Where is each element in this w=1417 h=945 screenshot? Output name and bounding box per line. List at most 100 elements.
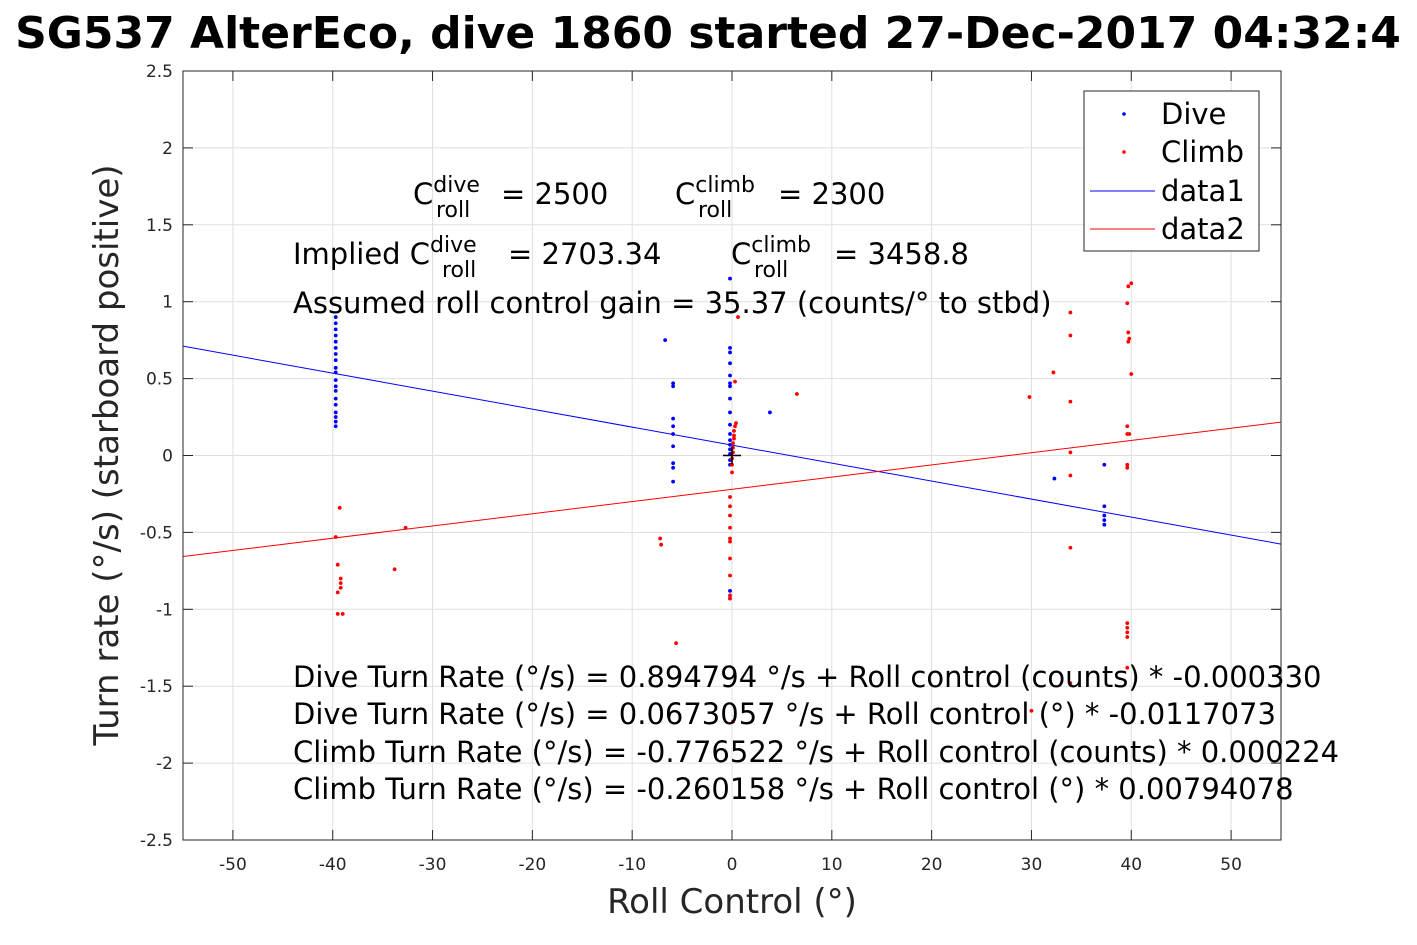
c-roll-climb-sub: roll [698,198,732,223]
climb-point [728,593,732,598]
dive-point [1102,513,1107,518]
fit-line-data2 [183,421,1281,558]
climb-point [732,436,736,441]
x-tick-label: -20 [518,855,546,875]
climb-point [728,556,732,561]
x-tick-label: -40 [319,855,347,875]
dive-point [728,422,732,427]
dive-point [333,358,338,363]
climb-point [1125,665,1130,670]
dive-point [333,327,338,332]
y-tick-labels: -2.5 -2 -1.5 -1 -0.5 0 0.5 1 1.5 2 2.5 [140,62,173,851]
climb-point [732,433,736,438]
dive-point [728,396,732,401]
fit-equation-2: Dive Turn Rate (°/s) = 0.0673057 °/s + R… [293,697,1276,731]
legend-climb-label: Climb [1161,135,1244,169]
legend-data1-label: data1 [1161,174,1245,208]
dive-point [728,345,732,350]
dive-point [768,410,772,415]
y-tick-label: 0.5 [146,370,173,390]
dive-point [333,402,338,407]
legend-data2-label: data2 [1161,212,1245,246]
dive-point [1102,518,1107,522]
climb-point [728,504,732,509]
climb-point [1129,281,1134,286]
data-points [333,276,1134,724]
climb-point [728,539,732,544]
dive-point [333,345,338,350]
climb-point [338,581,343,586]
climb-point [674,641,679,646]
climb-point [731,441,735,446]
climb-point [1027,395,1032,399]
climb-point [1125,465,1130,470]
climb-point [392,567,397,572]
dive-point [333,315,338,319]
climb-point [730,470,734,475]
c-roll-dive-text: Cdive [413,173,480,211]
climb-point [403,525,408,530]
y-tick-label: 0 [162,447,173,467]
dive-point [728,384,732,389]
climb-point [658,536,663,541]
climb-point [1125,462,1130,467]
dive-point [671,384,676,389]
dive-point [333,339,338,344]
implied-dive-sup: dive [430,233,477,258]
implied-dive-prefix: Implied C [293,237,430,271]
dive-point [333,384,338,389]
climb-point [728,525,732,530]
dive-point [728,432,732,436]
legend-dive-label: Dive [1161,97,1226,131]
legend-box [1083,90,1260,252]
x-tick-label: 20 [921,855,943,875]
legend: Dive Climb data1 data2 [1083,90,1260,252]
climb-point [1126,330,1131,335]
climb-point [1029,708,1034,713]
chart-title: SG537 AlterEco, dive 1860 started 27-Dec… [15,8,1401,59]
climb-point [1126,284,1131,289]
climb-point [728,536,732,541]
climb-point [1068,545,1073,550]
dive-point [1102,504,1107,509]
dive-point [728,381,732,386]
climb-point [728,513,732,518]
c-roll-dive-sub: roll [436,198,470,223]
climb-point [1127,336,1132,341]
implied-dive-value: = 2703.34 [508,237,661,271]
climb-point [1068,450,1073,455]
dive-point [671,465,676,470]
c-roll-dive-prefix: C [413,177,433,211]
y-tick-label: 2 [162,139,173,159]
climb-point [338,576,343,581]
c-roll-climb-prefix: C [675,177,695,211]
c-roll-climb-value: = 2300 [778,177,885,211]
fit-equation-3: Climb Turn Rate (°/s) = -0.776522 °/s + … [293,735,1339,769]
climb-point [335,612,340,616]
y-tick-label: 2.5 [146,62,173,82]
climb-point [333,535,338,539]
dive-point [333,370,338,375]
dive-point [333,389,338,393]
fit-lines [183,345,1281,558]
climb-point [728,596,732,601]
c-roll-dive-sup: dive [433,173,480,198]
implied-climb-sub: roll [754,258,788,283]
dive-point [333,333,338,338]
climb-point [728,573,732,578]
annotation-c-roll: Cdive roll = 2500 Cclimb roll = 2300 [413,173,885,223]
dive-point [728,588,732,593]
climb-point [1126,339,1131,344]
climb-point [1125,621,1130,626]
dive-point [333,365,338,370]
dive-point [333,352,338,356]
climb-point [732,428,736,433]
x-tick-label: -30 [419,855,447,875]
climb-point [338,585,343,590]
climb-point [1068,681,1073,686]
x-tick-label: 0 [727,855,738,875]
dive-point [728,361,732,366]
dive-point [333,396,338,401]
y-tick-label: 1 [162,293,173,313]
